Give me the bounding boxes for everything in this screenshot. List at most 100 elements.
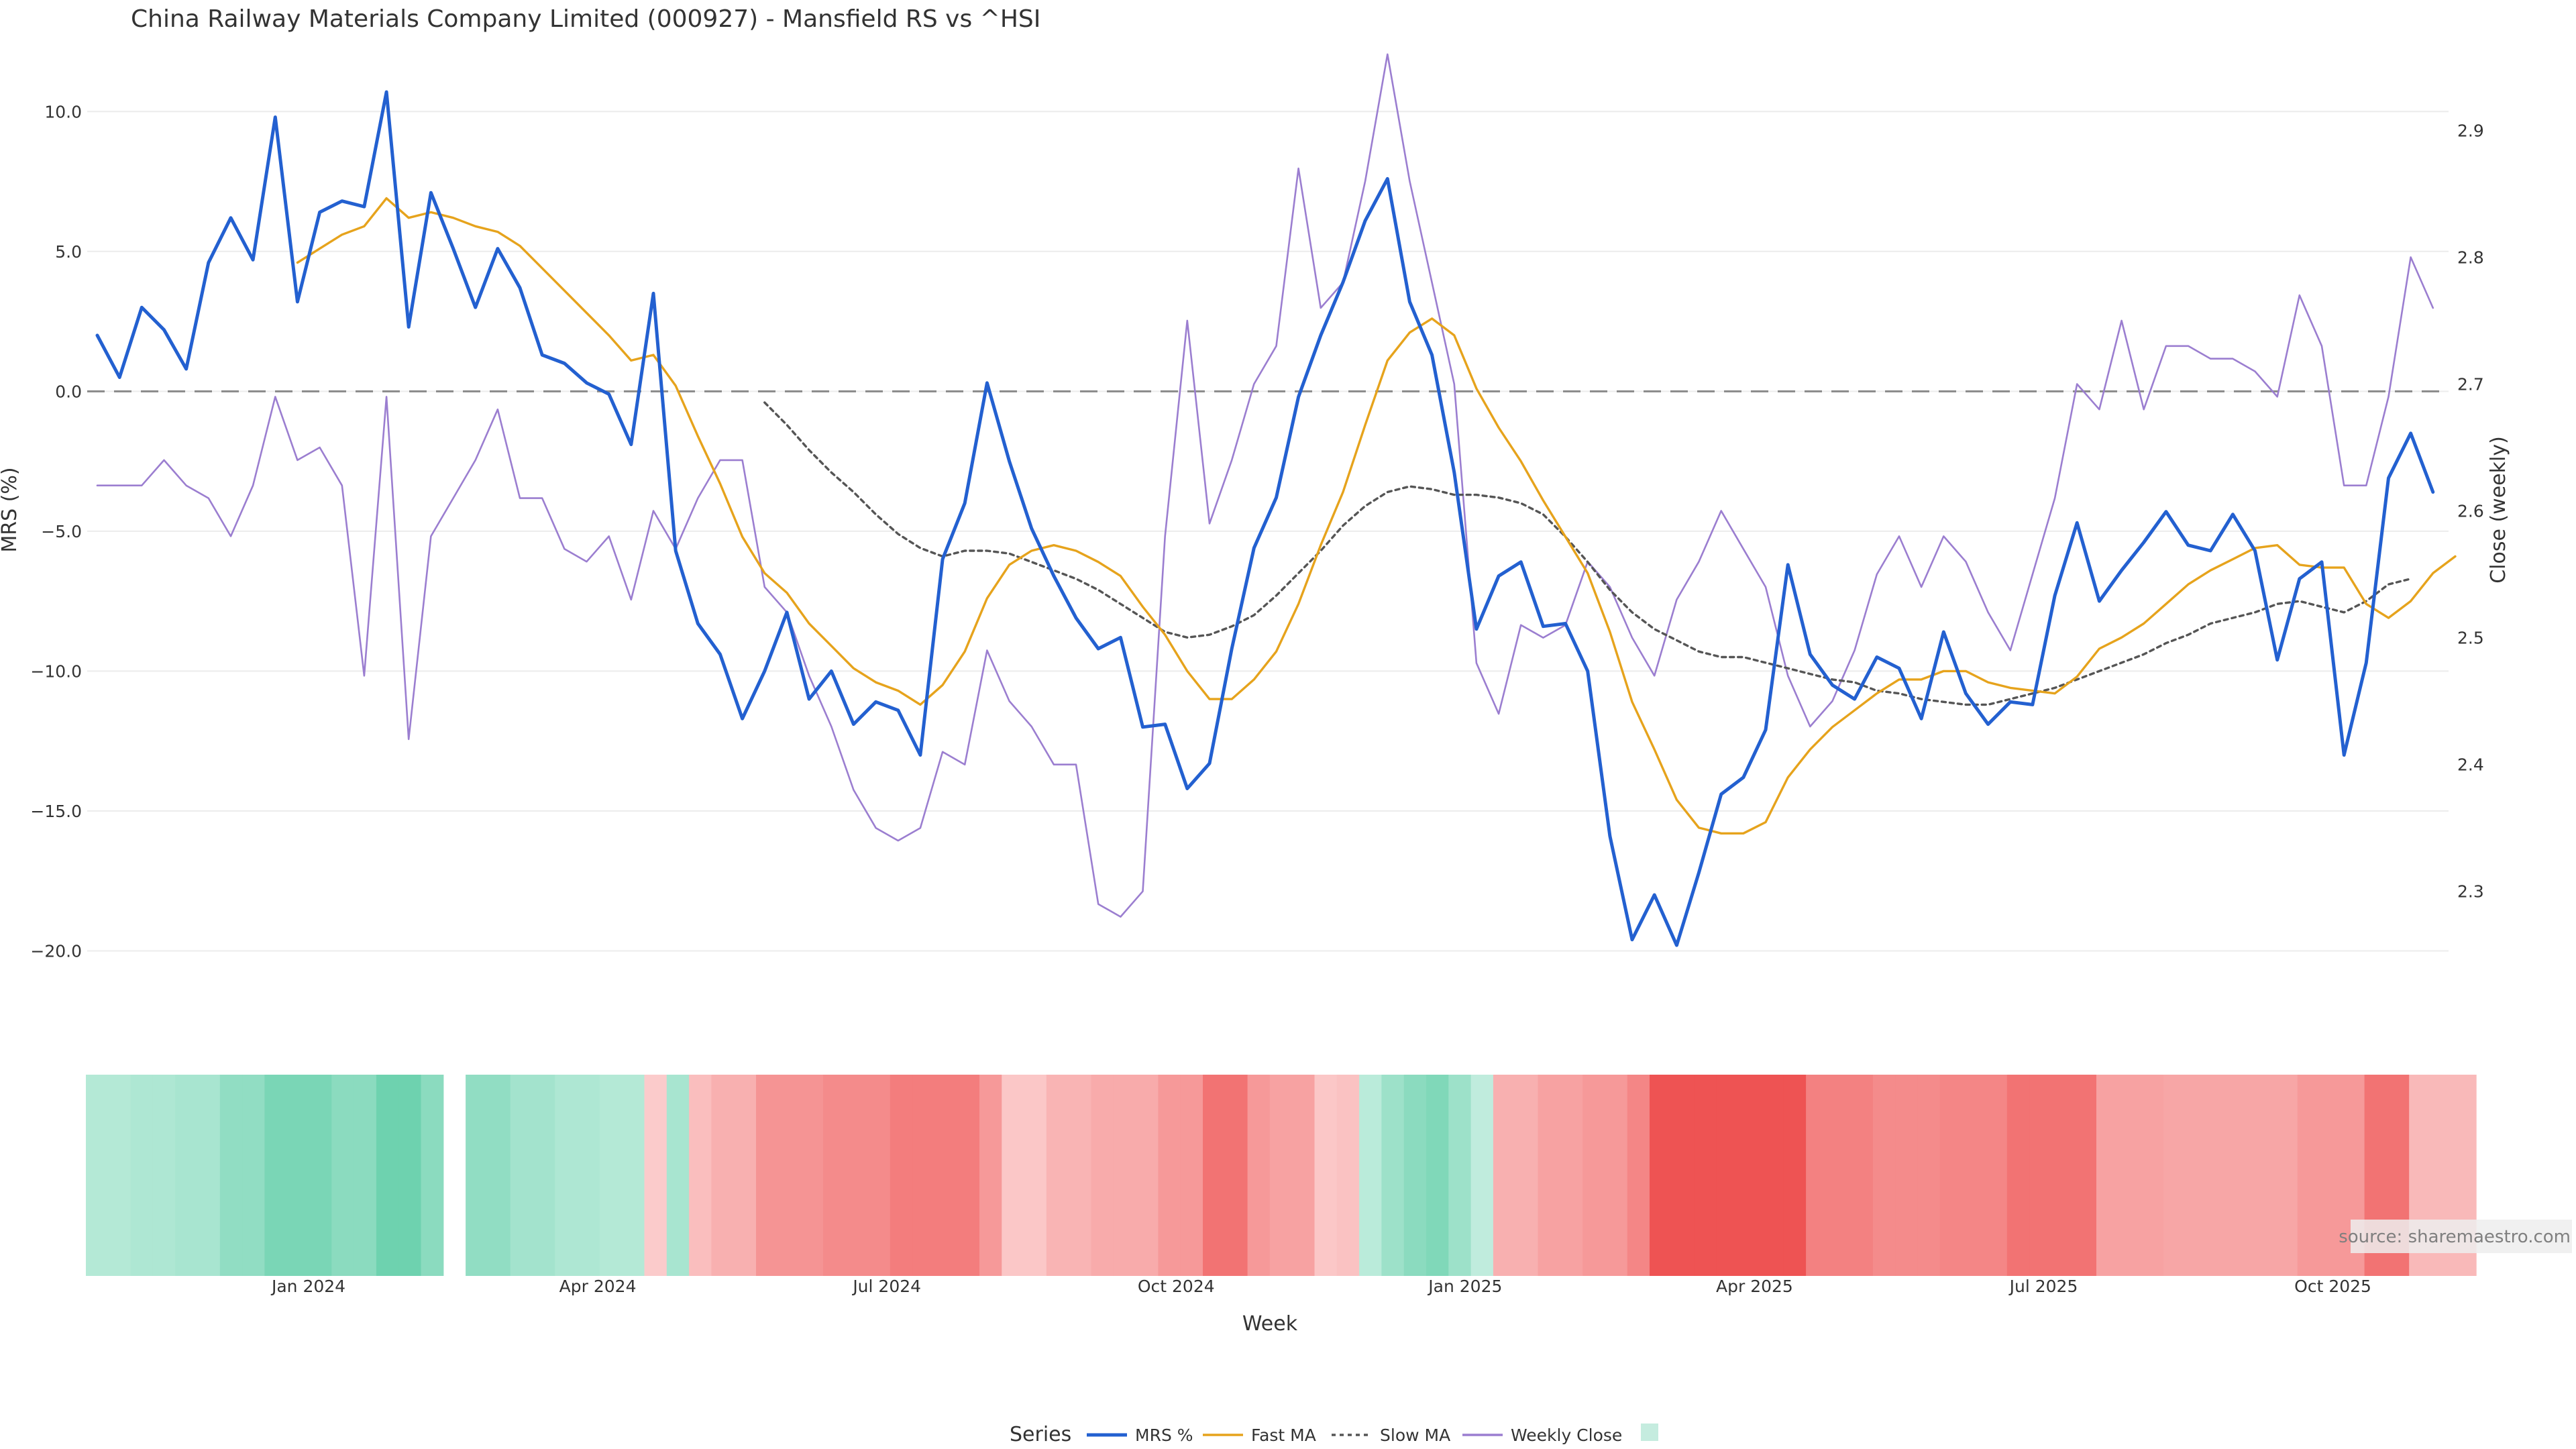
x-tick-label: Apr 2025: [1716, 1277, 1793, 1296]
heatmap-cell: [756, 1075, 779, 1276]
heatmap-cell: [2208, 1075, 2231, 1276]
heatmap-cell: [1426, 1075, 1449, 1276]
right-tick-label: 2.3: [2457, 882, 2484, 902]
source-box: [2351, 1220, 2572, 1253]
heatmap-cell: [1336, 1075, 1360, 1276]
heatmap-cell: [577, 1075, 600, 1276]
heatmap-cell: [1225, 1075, 1248, 1276]
left-tick-label: −5.0: [41, 522, 82, 541]
heatmap-cell: [666, 1075, 690, 1276]
legend-label: Weekly Close: [1511, 1426, 1622, 1445]
heatmap-cell: [2320, 1075, 2343, 1276]
right-tick-label: 2.8: [2457, 248, 2484, 267]
heatmap-cell: [197, 1075, 221, 1276]
heatmap-cell: [130, 1075, 154, 1276]
heatmap-cell: [2118, 1075, 2142, 1276]
heatmap-cell: [1783, 1075, 1807, 1276]
heatmap-cell: [1381, 1075, 1405, 1276]
heatmap-cell: [1292, 1075, 1316, 1276]
heatmap-cell: [1939, 1075, 1963, 1276]
heatmap-cell: [1024, 1075, 1047, 1276]
heatmap-cell: [1002, 1075, 1025, 1276]
heatmap-cell: [1873, 1075, 1896, 1276]
heatmap-cell: [1605, 1075, 1628, 1276]
heatmap-cell: [733, 1075, 757, 1276]
heatmap-cell: [1493, 1075, 1516, 1276]
left-tick-label: −20.0: [30, 941, 82, 961]
right-tick-label: 2.4: [2457, 755, 2484, 775]
heatmap-cell: [1582, 1075, 1605, 1276]
heatmap-cell: [1046, 1075, 1069, 1276]
legend: Series MRS % Fast MA Slow MA Weekly Close: [1010, 1423, 1658, 1446]
right-axis-title: Close (weekly): [2487, 436, 2510, 584]
heatmap-cell: [1672, 1075, 1695, 1276]
heatmap-cell: [175, 1075, 199, 1276]
heatmap-cell: [1627, 1075, 1650, 1276]
right-tick-label: 2.5: [2457, 629, 2484, 648]
heatmap-cell: [2163, 1075, 2186, 1276]
heatmap-cell: [331, 1075, 355, 1276]
legend-label: MRS %: [1135, 1426, 1193, 1445]
legend-title: Series: [1010, 1423, 1071, 1446]
heatmap-cell: [1069, 1075, 1092, 1276]
heatmap-cell: [867, 1075, 891, 1276]
heatmap-cell: [219, 1075, 243, 1276]
heatmap-cell: [1515, 1075, 1539, 1276]
heatmap-cell: [1113, 1075, 1136, 1276]
heatmap-cell: [689, 1075, 712, 1276]
heatmap-strip: [86, 1075, 2477, 1276]
series-lines: [95, 53, 2457, 947]
heatmap-cell: [2096, 1075, 2119, 1276]
heatmap-cell: [2051, 1075, 2075, 1276]
heatmap-cell: [1560, 1075, 1583, 1276]
heatmap-cell: [979, 1075, 1002, 1276]
heatmap-cell: [242, 1075, 265, 1276]
heatmap-cell: [1694, 1075, 1717, 1276]
left-tick-label: −15.0: [30, 802, 82, 821]
heatmap-cell: [912, 1075, 935, 1276]
heatmap-cell: [2230, 1075, 2253, 1276]
heatmap-cell: [2006, 1075, 2030, 1276]
heatmap-cell: [800, 1075, 824, 1276]
x-tick-label: Jan 2025: [1427, 1277, 1502, 1296]
heatmap-cell: [644, 1075, 667, 1276]
heatmap-cell: [845, 1075, 869, 1276]
right-tick-label: 2.9: [2457, 121, 2484, 140]
heatmap-cell: [1850, 1075, 1874, 1276]
heatmap-cell: [1895, 1075, 1919, 1276]
heatmap-cell: [1091, 1075, 1114, 1276]
heatmap-cell: [286, 1075, 310, 1276]
heatmap-cell: [264, 1075, 288, 1276]
legend-label: Fast MA: [1251, 1426, 1316, 1445]
heatmap-cell: [1984, 1075, 2008, 1276]
heatmap-cell: [1403, 1075, 1427, 1276]
x-tick-label: Oct 2025: [2294, 1277, 2371, 1296]
heatmap-cell: [934, 1075, 958, 1276]
left-tick-label: 5.0: [55, 242, 82, 262]
heatmap-cell: [1917, 1075, 1941, 1276]
x-tick-label: Apr 2024: [559, 1277, 637, 1296]
heatmap-cell: [2074, 1075, 2097, 1276]
x-axis-ticks: Jan 2024 Apr 2024 Jul 2024 Oct 2024 Jan 2025…: [270, 1277, 2371, 1296]
right-tick-label: 2.7: [2457, 374, 2484, 394]
heatmap-cell: [957, 1075, 980, 1276]
heatmap-cell: [1448, 1075, 1472, 1276]
heatmap-cell: [510, 1075, 533, 1276]
heatmap-cell: [488, 1075, 511, 1276]
series-line-slow-ma: [763, 401, 2412, 706]
heatmap-cell: [890, 1075, 913, 1276]
heatmap-cell: [1158, 1075, 1181, 1276]
right-tick-label: 2.6: [2457, 502, 2484, 521]
heatmap-cell: [822, 1075, 846, 1276]
series-line-mrs: [95, 90, 2435, 947]
heatmap-cell: [1538, 1075, 1561, 1276]
x-tick-label: Jan 2024: [270, 1277, 345, 1296]
chart-title: China Railway Materials Company Limited …: [131, 5, 1040, 33]
heatmap-cell: [2186, 1075, 2209, 1276]
legend-label: Slow MA: [1380, 1426, 1450, 1445]
heatmap-cell: [421, 1075, 444, 1276]
heatmap-cell: [622, 1075, 645, 1276]
source-note: source: sharemaestro.com: [2339, 1227, 2571, 1247]
x-tick-label: Jul 2025: [2008, 1277, 2078, 1296]
